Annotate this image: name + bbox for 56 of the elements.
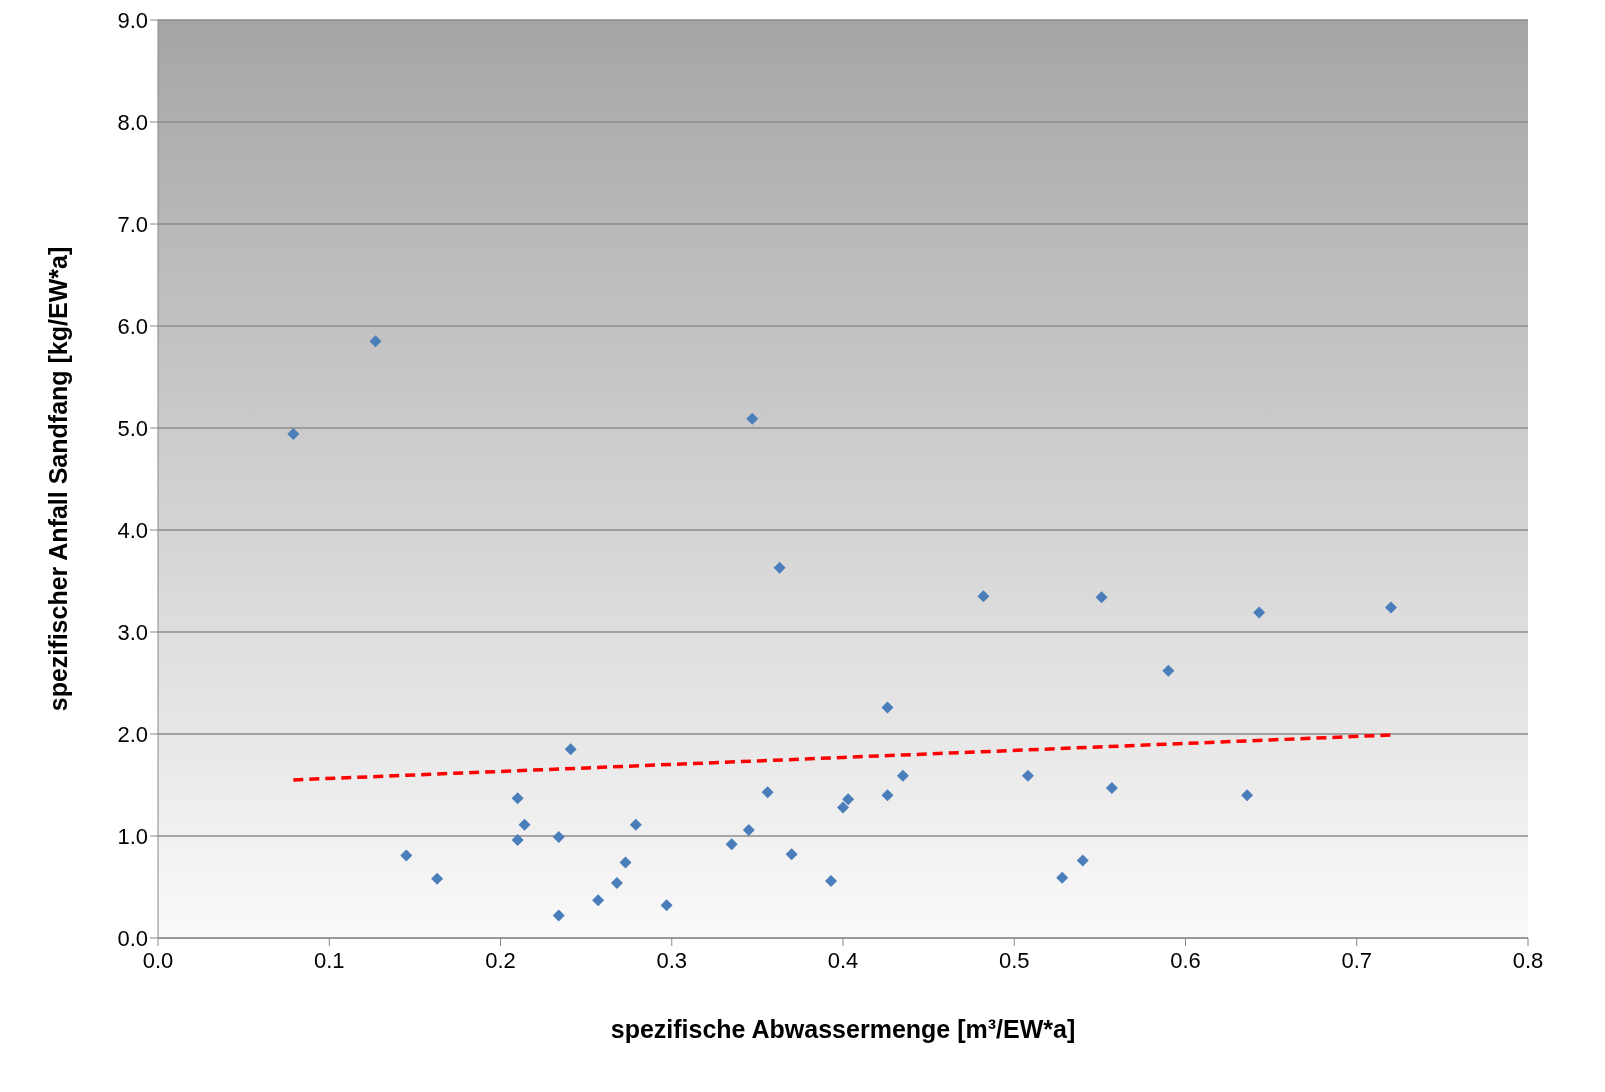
point <box>881 789 894 802</box>
x-tick-label: 0.5 <box>998 947 1030 973</box>
x-tick-label: 0.6 <box>1170 947 1201 973</box>
point <box>1076 854 1089 867</box>
x-tick-label: 0.3 <box>656 947 688 973</box>
x-tick-label: 0.7 <box>1341 947 1373 973</box>
y-tick-label: 7.0 <box>117 211 148 237</box>
point <box>511 834 524 847</box>
point <box>552 909 565 922</box>
y-tick-label: 8.0 <box>117 109 148 135</box>
point <box>896 769 909 782</box>
x-tick-label: 0.4 <box>827 947 859 973</box>
y-tick-label: 1.0 <box>117 823 148 849</box>
x-tick-label: 0.2 <box>485 947 516 973</box>
point <box>881 701 894 714</box>
y-tick-label: 6.0 <box>117 313 148 339</box>
point <box>1095 591 1108 604</box>
point <box>785 848 798 861</box>
point <box>619 856 632 869</box>
point <box>660 899 673 912</box>
point <box>1162 664 1175 677</box>
point <box>1056 871 1069 884</box>
y-tick-label: 5.0 <box>117 415 148 441</box>
point <box>287 428 300 441</box>
point <box>592 894 605 907</box>
point <box>369 335 382 348</box>
point <box>825 874 838 887</box>
point <box>773 561 786 574</box>
point <box>746 412 759 425</box>
y-tick-label: 3.0 <box>117 619 148 645</box>
point <box>1021 769 1034 782</box>
point <box>552 831 565 844</box>
point <box>837 801 849 814</box>
point <box>400 849 413 862</box>
point <box>610 876 623 889</box>
x-tick-label: 0.1 <box>313 947 345 973</box>
point <box>431 872 444 885</box>
point <box>725 838 738 851</box>
y-tick-label: 2.0 <box>117 721 148 747</box>
point <box>742 823 755 836</box>
x-axis-title: spezifische Abwassermenge [m³/EW*a] <box>610 1015 1076 1043</box>
point <box>761 786 774 799</box>
point <box>1253 606 1266 619</box>
point <box>629 818 642 831</box>
y-tick-label: 9.0 <box>117 7 148 33</box>
y-axis-title: spezifischer Anfall Sandfang [kg/EW*a] <box>43 246 72 712</box>
y-tick-label: 4.0 <box>117 517 148 543</box>
x-tick-label: 0.8 <box>1512 947 1544 973</box>
point <box>842 793 855 806</box>
point <box>564 743 577 756</box>
point <box>1385 601 1397 614</box>
point <box>977 590 990 603</box>
point <box>511 792 524 805</box>
point <box>1241 789 1254 802</box>
point <box>1105 782 1118 795</box>
point <box>518 818 531 831</box>
